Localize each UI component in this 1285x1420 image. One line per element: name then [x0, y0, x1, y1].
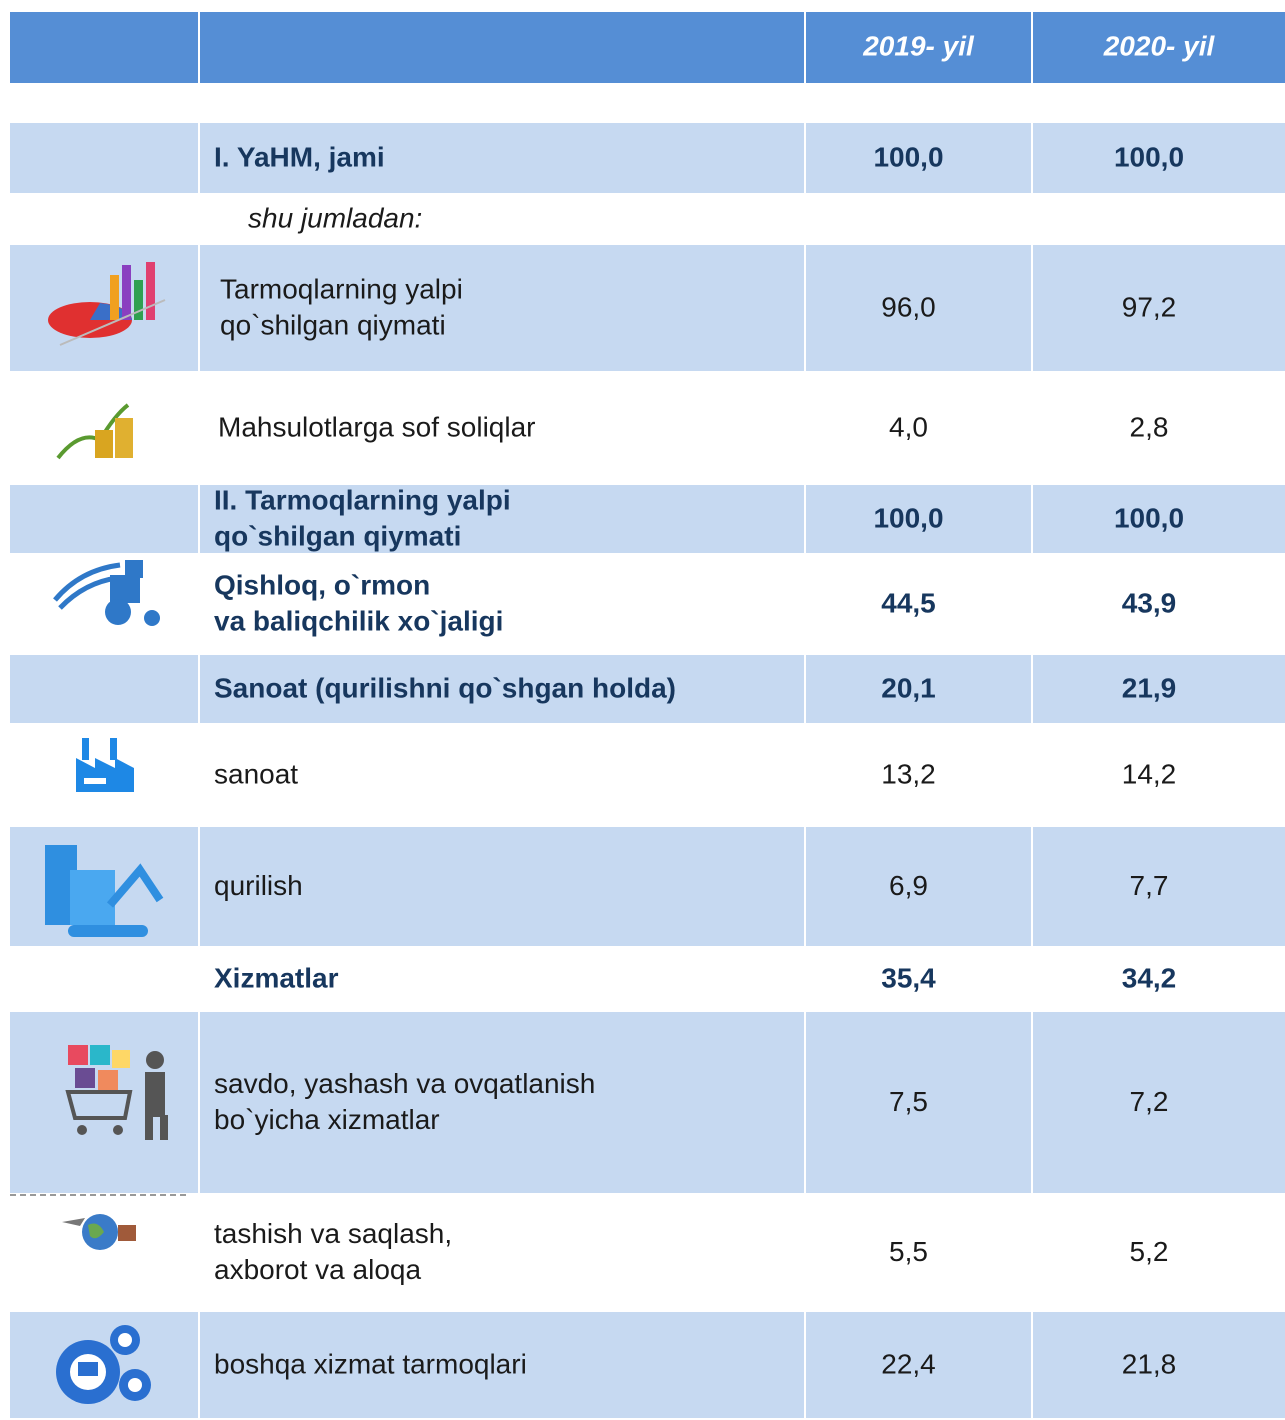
chart-icon: [48, 262, 166, 346]
row-value: 5,5: [889, 1236, 928, 1267]
globe-icon: [62, 1214, 136, 1250]
factory-icon: [76, 738, 134, 792]
row-value: 21,8: [1122, 1348, 1177, 1379]
row-label: Qishloq, o`rmon: [214, 569, 430, 600]
row-cell: [1033, 1012, 1285, 1193]
row-cell: [10, 485, 198, 553]
row-value: 2,8: [1130, 411, 1169, 442]
row-value: 100,0: [1114, 502, 1184, 533]
header-cell: [1033, 12, 1285, 83]
row-label: Mahsulotlarga sof soliqlar: [218, 411, 536, 442]
row-value: 21,9: [1122, 672, 1177, 703]
row-cell: [200, 245, 804, 371]
row-label: boshqa xizmat tarmoqlari: [214, 1348, 527, 1379]
header-cell: [806, 12, 1031, 83]
cart-icon: [65, 1045, 168, 1140]
row-value: 100,0: [873, 141, 943, 172]
tractor-icon: [53, 560, 160, 626]
row-value: 100,0: [1114, 141, 1184, 172]
row-value: 6,9: [889, 870, 928, 901]
row-value: 43,9: [1122, 587, 1177, 618]
row-value: 35,4: [881, 962, 936, 993]
row-value: 14,2: [1122, 758, 1177, 789]
row-label: savdo, yashash va ovqatlanish: [214, 1068, 595, 1099]
row-label: Tarmoqlarning yalpi: [220, 273, 463, 304]
row-cell: [1033, 485, 1285, 553]
row-value: 7,2: [1130, 1086, 1169, 1117]
row-label: II. Tarmoqlarning yalpi: [214, 484, 511, 515]
row-label: Xizmatlar: [214, 962, 339, 993]
row-cell: [806, 123, 1031, 193]
row-value: 22,4: [881, 1348, 936, 1379]
row-label: Sanoat (qurilishni qo`shgan holda): [214, 672, 676, 703]
row-label: bo`yicha xizmatlar: [214, 1104, 440, 1135]
row-label: axborot va aloqa: [214, 1254, 421, 1285]
row-cell: [200, 655, 804, 723]
cells: [10, 12, 1285, 1418]
row-value: 7,7: [1130, 870, 1169, 901]
row-cell: [1033, 655, 1285, 723]
row-value: 7,5: [889, 1086, 928, 1117]
construction-icon: [45, 845, 164, 937]
row-cell: [10, 123, 198, 193]
row-cell: [806, 1012, 1031, 1193]
coins-icon: [56, 403, 133, 460]
row-value: 44,5: [881, 587, 936, 618]
row-value: 97,2: [1122, 291, 1177, 322]
row-cell: [1033, 123, 1285, 193]
row-label: qurilish: [214, 870, 303, 901]
row-label: qo`shilgan qiymati: [220, 309, 446, 340]
row-cell: [806, 827, 1031, 946]
row-label: shu jumladan:: [248, 202, 422, 233]
row-cell: [806, 245, 1031, 371]
icons: [10, 262, 190, 1404]
row-cell: [806, 1312, 1031, 1418]
row-cell: [200, 827, 804, 946]
row-label: I. YaHM, jami: [214, 141, 385, 172]
row-value: 20,1: [881, 672, 936, 703]
row-label: sanoat: [214, 758, 298, 789]
row-cell: [806, 655, 1031, 723]
row-cell: [10, 1012, 198, 1193]
row-cell: [200, 1312, 804, 1418]
row-cell: [1033, 1312, 1285, 1418]
row-label: tashish va saqlash,: [214, 1218, 452, 1249]
column-header: 2019- yil: [862, 30, 975, 61]
row-cell: [806, 485, 1031, 553]
gears-icon: [56, 1325, 151, 1404]
row-value: 4,0: [889, 411, 928, 442]
row-value: 96,0: [881, 291, 936, 322]
row-cell: [200, 123, 804, 193]
row-value: 5,2: [1130, 1236, 1169, 1267]
row-value: 100,0: [873, 502, 943, 533]
row-cell: [1033, 245, 1285, 371]
row-value: 13,2: [881, 758, 936, 789]
row-cell: [10, 655, 198, 723]
row-cell: [200, 1012, 804, 1193]
row-label: va baliqchilik xo`jaligi: [214, 605, 503, 636]
texts: 2019- yil 2020- yil I. YaHM, jami 100,0 100,…: [214, 30, 1215, 1379]
row-cell: [1033, 827, 1285, 946]
header-cell: [200, 12, 804, 83]
column-header: 2020- yil: [1103, 30, 1216, 61]
row-value: 34,2: [1122, 962, 1177, 993]
row-label: qo`shilgan qiymati: [214, 520, 461, 551]
row-cell: [200, 485, 804, 553]
header-cell: [10, 12, 198, 83]
